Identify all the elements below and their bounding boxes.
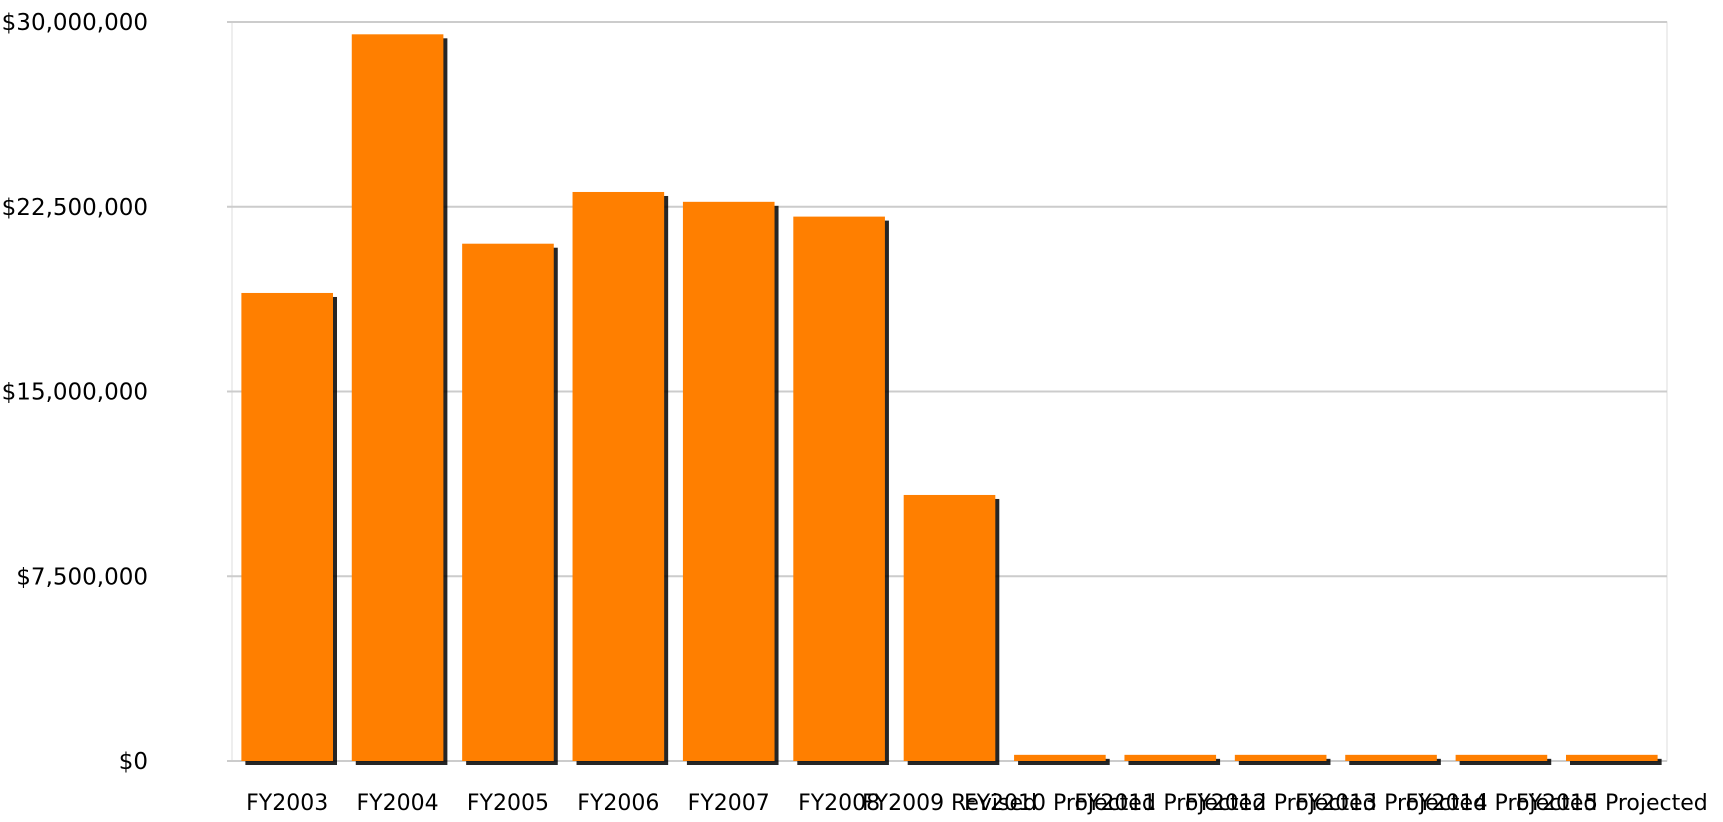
bar	[1124, 754, 1217, 761]
y-tick-label: $22,500,000	[2, 195, 148, 221]
bar	[1014, 754, 1106, 761]
x-tick-label: FY2006	[577, 791, 659, 816]
bar	[793, 216, 885, 761]
bar	[903, 494, 996, 761]
bar	[1345, 754, 1437, 761]
x-tick-label: FY2012 Projected	[1185, 791, 1377, 816]
bar	[572, 191, 665, 762]
bar	[682, 201, 775, 761]
x-tick-label: FY2004	[357, 791, 439, 816]
x-axis-ticks: FY2003 FY2004 FY2005 FY2006 FY2007 FY2008FY20…	[246, 791, 1708, 816]
x-tick-label: FY2008	[798, 791, 880, 816]
y-tick-label: $0	[119, 749, 148, 775]
bar-shadow	[1349, 758, 1441, 765]
x-tick-label: FY2011 Projected	[1074, 791, 1266, 816]
bar-shadow	[1238, 758, 1331, 765]
y-tick-label: $7,500,000	[16, 564, 148, 590]
y-tick-label: $30,000,000	[2, 10, 148, 36]
x-tick-label: FY2010 Projected	[964, 791, 1156, 816]
bar-shadow	[1018, 758, 1110, 765]
bar	[462, 243, 554, 761]
x-tick-label: FY2009 Revised	[862, 791, 1037, 816]
x-tick-label: FY2014 Projected	[1405, 791, 1597, 816]
x-tick-label: FY2005	[467, 791, 549, 816]
bar	[351, 34, 444, 762]
bar	[1455, 754, 1548, 761]
bar-shadow	[1459, 758, 1552, 765]
bars	[241, 34, 1658, 762]
x-tick-label: FY2007	[688, 791, 770, 816]
x-tick-label: FY2003	[246, 791, 328, 816]
bar-shadow	[1128, 758, 1221, 765]
bar-shadow	[1569, 758, 1662, 765]
y-tick-label: $15,000,000	[2, 380, 148, 406]
bar	[1565, 754, 1658, 761]
y-axis-ticks: $0 $7,500,000 $15,000,000 $22,500,000 $30,00…	[2, 10, 148, 775]
bar	[1234, 754, 1327, 761]
bar	[241, 292, 334, 761]
x-tick-label: FY2013 Projected	[1295, 791, 1487, 816]
x-tick-label: FY2015 Projected	[1516, 791, 1708, 816]
